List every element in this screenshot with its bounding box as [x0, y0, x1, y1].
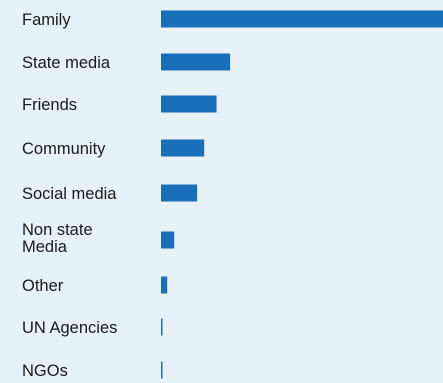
- bar-ngos: [161, 361, 163, 379]
- bar-family: [161, 10, 443, 28]
- category-label-ngos: NGOs: [22, 362, 68, 380]
- bar-state-media: [161, 53, 231, 71]
- category-label-state-media: State media: [22, 54, 111, 72]
- bar-other: [161, 276, 168, 294]
- category-label-non-state-media: Non state Media: [22, 221, 93, 256]
- bar-social-media: [161, 184, 198, 202]
- category-labels: Family State media Friends Community Social …: [22, 11, 117, 380]
- category-label-family: Family: [22, 11, 71, 29]
- category-label-community: Community: [22, 140, 106, 158]
- category-label-friends: Friends: [22, 96, 77, 114]
- bar-un-agencies: [161, 318, 163, 336]
- category-label-social-media: Social media: [22, 185, 117, 203]
- category-label-other: Other: [22, 277, 64, 295]
- bar-community: [161, 139, 205, 157]
- bar-non-state-media: [161, 231, 175, 249]
- category-label-un-agencies: UN Agencies: [22, 319, 117, 337]
- bar-friends: [161, 95, 217, 113]
- bars: [161, 10, 443, 379]
